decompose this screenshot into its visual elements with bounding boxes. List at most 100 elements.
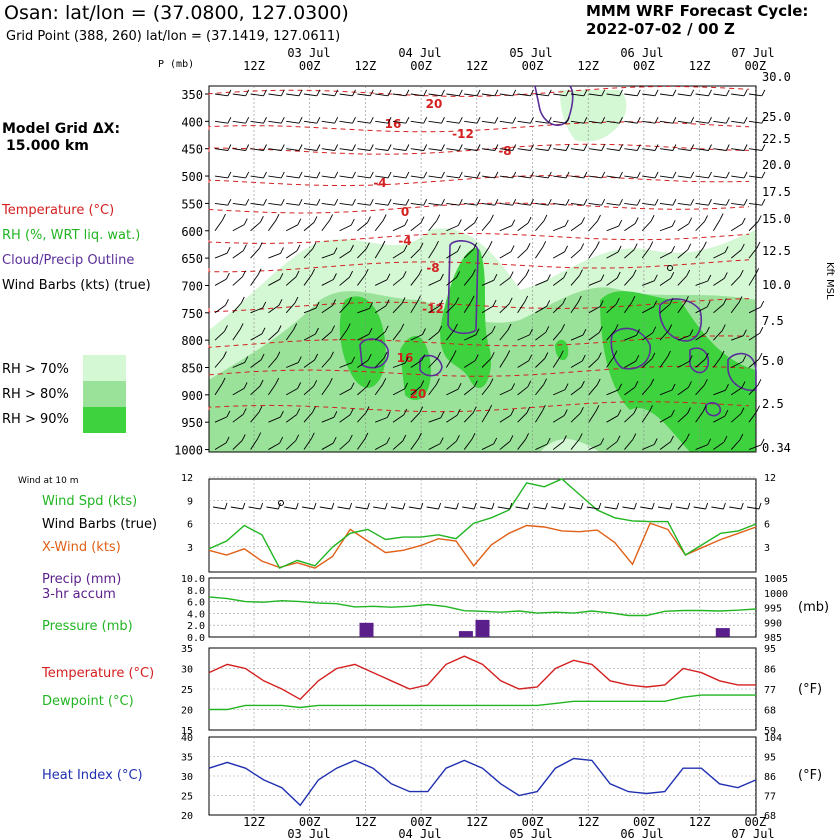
wind-barb — [748, 148, 762, 151]
surface-wind-barb — [373, 506, 386, 510]
wind-barb — [588, 93, 602, 97]
surface-wind-barb-flag — [527, 502, 531, 510]
wind-barb-flag — [352, 171, 356, 179]
wind-barb-flag — [636, 144, 641, 151]
model-grid-label: Model Grid ΔX: — [2, 121, 121, 137]
wind-barb-flag — [670, 435, 674, 443]
wind-barb-flag — [617, 245, 622, 253]
wind-barb-flag — [578, 433, 583, 440]
wind-barb — [250, 175, 264, 179]
wind-barb-flag — [312, 406, 316, 413]
wind-barb-flag — [601, 116, 606, 124]
wind-barb-flag — [225, 436, 230, 444]
wind-barb — [481, 384, 491, 396]
wind-barb-flag — [476, 144, 481, 151]
wind-barb — [535, 279, 548, 286]
surface-wind-barb — [729, 506, 742, 510]
wind-barb — [375, 417, 388, 423]
wind-barb — [339, 175, 353, 179]
wind-barb — [624, 249, 635, 259]
wind-barb-flag — [298, 89, 303, 97]
wind-barb — [303, 248, 314, 259]
cloud-outline — [447, 240, 479, 335]
wind-barb-flag — [670, 271, 675, 279]
wind-barb-flag — [349, 270, 354, 278]
wind-barb-flag — [579, 406, 584, 414]
wind-barb-flag — [743, 171, 748, 179]
page-title: Osan: lat/lon = (37.0800, 127.0300) — [4, 2, 349, 24]
wind-barb — [641, 358, 653, 368]
wind-barb-flag — [240, 296, 245, 304]
wind-barb-flag — [654, 116, 659, 124]
wind-barb — [392, 276, 404, 286]
height-tick-label: 2.5 — [762, 397, 784, 411]
bottom-date-label: 04 Jul — [398, 827, 441, 840]
wind-barb-flag — [438, 325, 443, 333]
wind-barb-flag — [315, 301, 320, 309]
wind-barb-flag — [333, 247, 338, 254]
wind-barb — [730, 439, 741, 450]
surface-wind-barb — [462, 506, 475, 510]
wind-barb-flag — [280, 144, 285, 151]
wind-barb-flag — [672, 89, 677, 97]
surface-wind-barb — [515, 506, 528, 510]
wind-barb — [695, 93, 709, 97]
wind-barb — [552, 251, 565, 259]
wind-barb — [232, 276, 243, 286]
wind-barb-flag — [314, 353, 319, 361]
wind-barb-flag — [563, 409, 568, 416]
wind-barb-flag — [350, 218, 355, 226]
surface-wind-barb — [746, 506, 760, 510]
wind-barb-flag — [423, 171, 428, 179]
wind-barb-flag — [298, 144, 303, 151]
wind-barb-flag — [743, 198, 748, 206]
wind-barb-flag — [671, 220, 676, 227]
wind-barb — [321, 175, 335, 179]
wind-barb-flag — [672, 171, 677, 179]
bottom-date-label: 07 Jul — [731, 827, 774, 840]
wind-barb — [464, 334, 477, 341]
wind-barb-flag — [298, 116, 303, 124]
wind-barb — [588, 175, 602, 179]
wind-barb — [535, 384, 544, 396]
wind-barb-flag — [565, 116, 570, 124]
wind-barb-flag — [708, 198, 712, 206]
wind-barb — [570, 439, 580, 450]
wind-barb — [606, 120, 620, 124]
wind-ytick-right: 3 — [764, 543, 770, 554]
wind-barb — [232, 93, 246, 97]
wind-barb-flag — [494, 198, 499, 206]
wind-barb — [588, 202, 602, 206]
wind-barb — [357, 222, 368, 232]
wind-barb-flag — [227, 116, 232, 124]
wind-barb — [410, 334, 423, 341]
wind-barb — [375, 93, 389, 97]
legend-dewpoint: Dewpoint (°C) — [42, 694, 134, 709]
wind-barb — [535, 120, 549, 124]
wind-barb — [517, 93, 531, 97]
wind-barb — [499, 329, 509, 341]
wind-barb — [481, 120, 495, 124]
wind-barb — [695, 444, 708, 450]
wind-barb-flag — [352, 116, 356, 124]
wind-barb — [463, 386, 475, 396]
wind-barb-flag — [417, 295, 421, 302]
wind-barb — [535, 220, 545, 232]
wind-barb — [713, 415, 726, 423]
wind-barb — [232, 120, 246, 124]
pressure-ytick: 1005 — [764, 574, 788, 585]
wind-barb-flag — [405, 116, 410, 124]
wind-barb — [481, 357, 492, 368]
wind-barb-flag — [441, 89, 445, 97]
legend-wind-barbs: Wind Barbs (kts) (true) — [2, 278, 151, 293]
wind-barb-flag — [476, 171, 481, 179]
wind-barb — [695, 175, 709, 179]
surface-wind-barb-flag — [402, 502, 406, 510]
precip-ytick: 4.0 — [187, 609, 205, 620]
precip-ytick: 2.0 — [187, 621, 205, 632]
wind-barb-flag — [583, 89, 588, 97]
wind-barb — [357, 175, 371, 179]
wind-barb — [481, 410, 490, 423]
surface-wind-barb-flag — [669, 502, 673, 510]
